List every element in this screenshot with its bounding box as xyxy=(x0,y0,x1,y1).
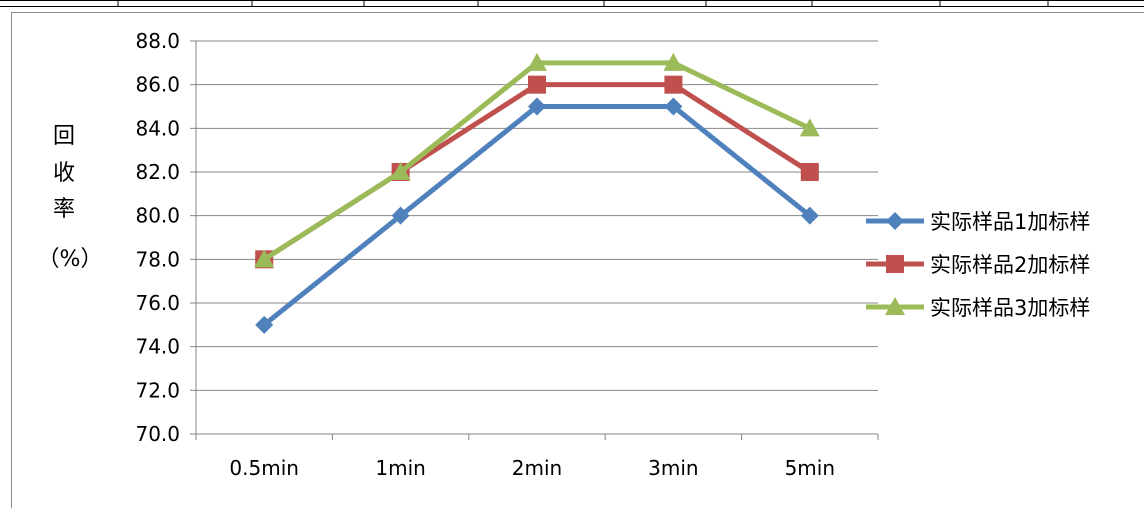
y-tick-label: 86.0 xyxy=(135,73,180,97)
x-tick-label: 5min xyxy=(785,456,835,480)
x-tick-label: 2min xyxy=(512,456,562,480)
y-axis-title-char-1: 回 xyxy=(53,124,75,149)
y-tick-label: 76.0 xyxy=(135,291,180,315)
y-axis-title: 回 收 率 （%） xyxy=(38,124,103,272)
y-axis-title-char-2: 收 xyxy=(53,161,75,186)
legend-label: 实际样品2加标样 xyxy=(930,253,1090,277)
series xyxy=(254,53,820,334)
x-tick-label: 0.5min xyxy=(229,456,299,480)
y-tick-labels: 70.0 72.0 74.0 76.0 78.0 80.0 82.0 84.0 86.0 88.0 xyxy=(135,29,180,446)
y-tick-label: 80.0 xyxy=(135,204,180,228)
legend-item-2: 实际样品2加标样 xyxy=(866,253,1090,277)
x-tick-label: 3min xyxy=(648,456,698,480)
y-tick-label: 78.0 xyxy=(135,247,180,271)
legend-item-1: 实际样品1加标样 xyxy=(866,210,1090,234)
legend-item-3: 实际样品3加标样 xyxy=(866,296,1090,320)
x-tick-label: 1min xyxy=(375,456,425,480)
legend-swatch-marker xyxy=(886,255,904,273)
y-tick-label: 74.0 xyxy=(135,335,180,359)
legend-label: 实际样品1加标样 xyxy=(930,210,1090,234)
data-point xyxy=(528,76,546,94)
x-tick-labels: 0.5min 1min 2min 3min 5min xyxy=(229,456,835,480)
y-tick-label: 82.0 xyxy=(135,160,180,184)
legend-swatch-marker xyxy=(886,212,904,230)
y-tick-label: 84.0 xyxy=(135,116,180,140)
top-table-strip xyxy=(0,0,1144,7)
y-tick-label: 72.0 xyxy=(135,378,180,402)
data-point xyxy=(801,163,819,181)
y-axis-title-char-3: 率 xyxy=(53,197,75,222)
y-tick-label: 70.0 xyxy=(135,422,180,446)
y-tick-label: 88.0 xyxy=(135,29,180,53)
data-point xyxy=(664,76,682,94)
legend-label: 实际样品3加标样 xyxy=(930,296,1090,320)
y-axis-title-unit: （%） xyxy=(38,247,103,272)
